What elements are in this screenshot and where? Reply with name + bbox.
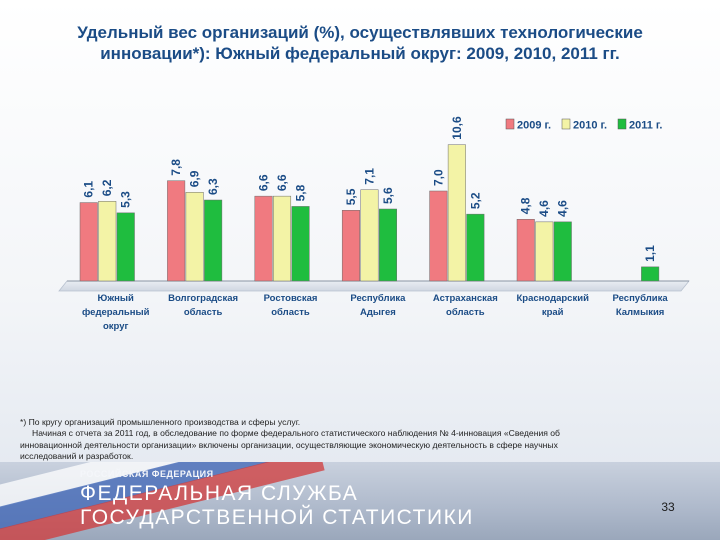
category-label-1-line-3: округ — [103, 321, 129, 332]
footnote-line-2: Начиная с отчета за 2011 год, в обследов… — [32, 428, 560, 439]
category-label-3-line-2: область — [271, 307, 310, 318]
value-label-3-series-3: 5,8 — [294, 184, 308, 201]
legend-swatch-2 — [561, 118, 571, 130]
footer-banner: РОССИЙСКАЯ ФЕДЕРАЦИЯ ФЕДЕРАЛЬНАЯ СЛУЖБА … — [0, 462, 720, 540]
value-label-5-series-2: 10,6 — [450, 116, 464, 140]
title-line-2: инновации*): Южный федеральный округ: 20… — [100, 44, 620, 63]
bar-6-series-2 — [535, 221, 554, 282]
value-label-7-series-3: 1,1 — [643, 245, 657, 262]
bars-group — [79, 144, 660, 282]
value-label-2-series-1: 7,8 — [169, 159, 183, 176]
value-label-6-series-3: 4,6 — [556, 200, 570, 217]
category-labels-group: Южный федеральный округ Волгоградская област… — [82, 293, 668, 332]
bar-3-series-2 — [273, 195, 292, 282]
category-label-4-line-2: Адыгея — [360, 307, 396, 318]
legend-label-3: 2011 г. — [629, 120, 662, 132]
title-line-1: Удельный вес организаций (%), осуществля… — [77, 23, 643, 42]
bar-chart: 6,1 6,2 5,3 7,8 6,9 6,3 6,6 6,6 5,8 5,5 7,1 5,6 7,0 1… — [58, 116, 690, 332]
bar-3-series-3 — [291, 206, 310, 282]
bar-4-series-2 — [360, 189, 379, 282]
value-label-3-series-1: 6,6 — [257, 174, 271, 191]
category-label-3-line-1: Ростовская — [264, 293, 318, 304]
bar-2-series-2 — [185, 192, 204, 282]
legend: 2009 г. 2010 г. 2011 г. — [505, 118, 662, 132]
bar-2-series-3 — [204, 199, 223, 282]
bar-7-series-3 — [641, 266, 660, 282]
bar-6-series-3 — [553, 221, 572, 282]
value-label-6-series-2: 4,6 — [537, 200, 551, 217]
value-label-6-series-1: 4,8 — [519, 197, 533, 214]
bar-1-series-2 — [98, 201, 117, 282]
bar-1-series-1 — [79, 202, 98, 282]
value-label-5-series-1: 7,0 — [431, 169, 445, 186]
category-label-1-line-1: Южный — [98, 293, 134, 304]
footnote: *) По кругу организаций промышленного пр… — [20, 417, 710, 462]
bar-5-series-1 — [429, 190, 448, 282]
bar-2-series-1 — [167, 180, 186, 282]
value-label-1-series-2: 6,2 — [100, 179, 114, 196]
footnote-line-1: *) По кругу организаций промышленного пр… — [20, 417, 301, 427]
category-label-6-line-2: край — [542, 307, 564, 318]
bar-4-series-1 — [341, 210, 360, 282]
value-labels-group: 6,1 6,2 5,3 7,8 6,9 6,3 6,6 6,6 5,8 5,5 7,1 5,6 7,0 1… — [82, 116, 657, 262]
legend-label-1: 2009 г. — [517, 120, 551, 132]
value-label-4-series-1: 5,5 — [344, 188, 358, 205]
value-label-2-series-3: 6,3 — [206, 178, 220, 195]
value-label-1-series-3: 5,3 — [119, 191, 133, 208]
value-label-4-series-3: 5,6 — [381, 187, 395, 204]
category-label-2-line-1: Волгоградская — [168, 293, 238, 304]
org-name-line-2: ГОСУДАРСТВЕННОЙ СТАТИСТИКИ — [80, 506, 474, 529]
legend-swatch-1 — [505, 118, 515, 130]
org-country-label: РОССИЙСКАЯ ФЕДЕРАЦИЯ — [80, 469, 214, 479]
legend-swatch-3 — [617, 118, 627, 130]
chart-title: Удельный вес организаций (%), осуществля… — [20, 22, 700, 64]
value-label-2-series-2: 6,9 — [188, 170, 202, 187]
value-label-4-series-2: 7,1 — [362, 168, 376, 185]
legend-label-2: 2010 г. — [573, 120, 607, 132]
bar-5-series-2 — [447, 144, 466, 282]
category-label-1-line-2: федеральный — [82, 307, 150, 318]
category-label-7-line-2: Калмыкия — [616, 307, 665, 318]
page-number: 33 — [661, 500, 675, 514]
category-label-4-line-1: Республика — [350, 293, 406, 304]
bar-3-series-1 — [254, 195, 273, 282]
category-label-6-line-1: Краснодарский — [516, 293, 589, 304]
bar-6-series-1 — [516, 219, 535, 282]
footnote-line-3: инновационной деятельности организации» … — [20, 439, 558, 450]
bar-5-series-3 — [466, 213, 485, 282]
bar-1-series-3 — [116, 212, 135, 282]
value-label-5-series-3: 5,2 — [468, 192, 482, 209]
footnote-line-4: исследований и разработок. — [20, 450, 134, 461]
category-label-5-line-1: Астраханская — [433, 293, 498, 304]
category-label-5-line-2: область — [446, 307, 485, 318]
org-name-line-1: ФЕДЕРАЛЬНАЯ СЛУЖБА — [80, 482, 359, 505]
value-label-3-series-2: 6,6 — [275, 174, 289, 191]
category-label-2-line-2: область — [184, 307, 223, 318]
bar-4-series-3 — [378, 208, 397, 282]
category-label-7-line-1: Республика — [613, 293, 669, 304]
chart-floor — [58, 280, 690, 292]
value-label-1-series-1: 6,1 — [82, 181, 96, 198]
